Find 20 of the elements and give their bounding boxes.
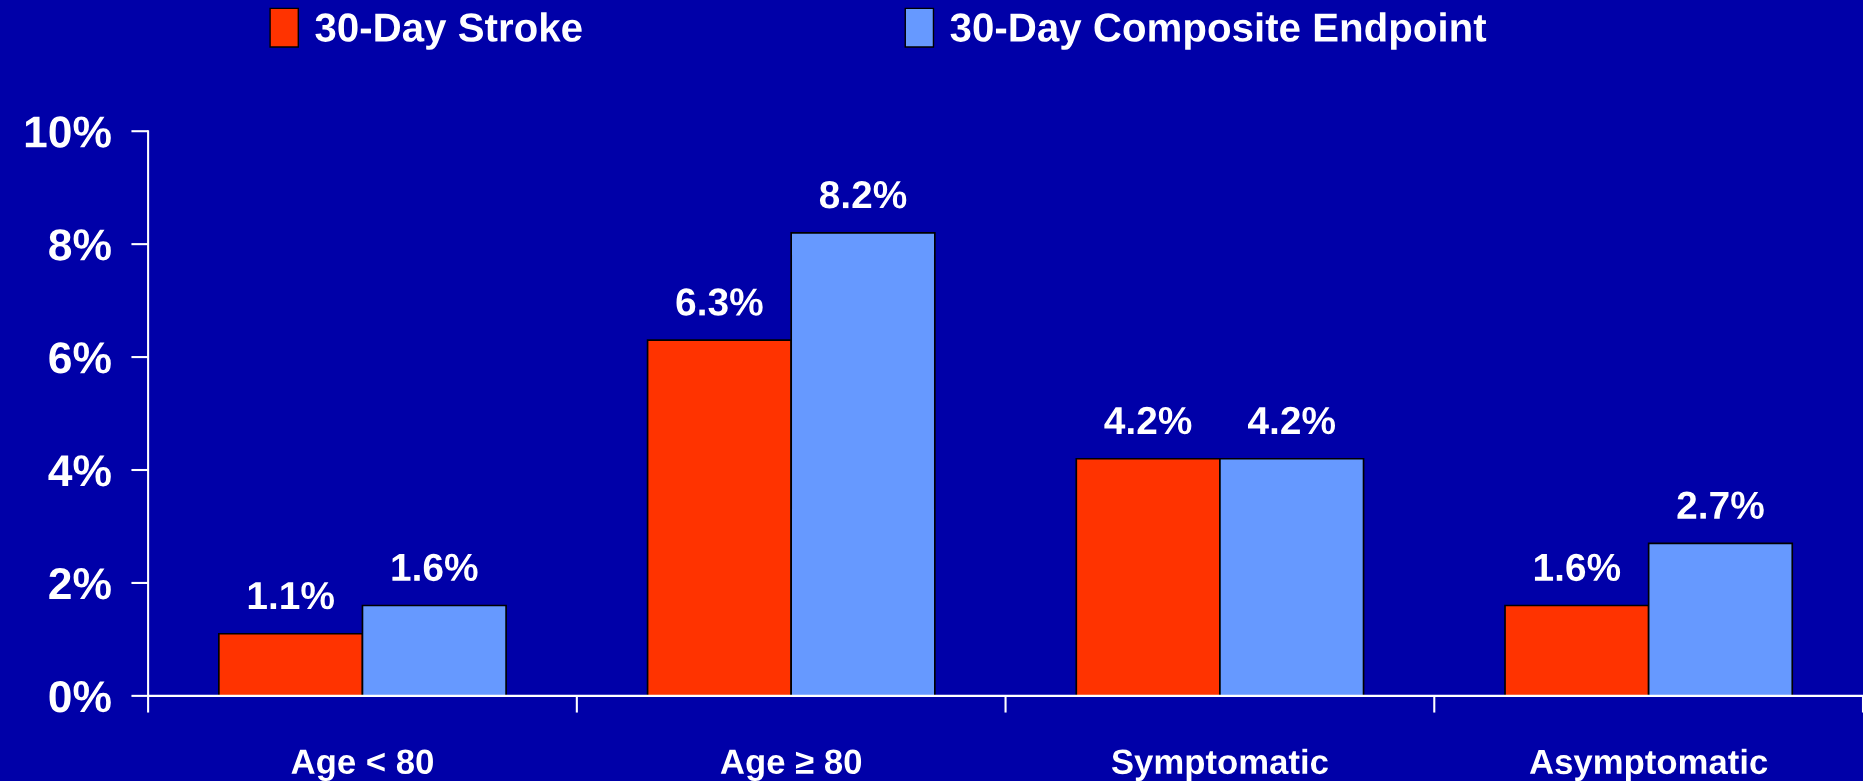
y-tick-label: 0% <box>49 680 111 713</box>
text: 4.2% <box>1104 406 1192 435</box>
y-tick-label: 2% <box>49 568 111 600</box>
text: 6.3% <box>676 288 763 316</box>
y-tick-label: 10% <box>25 116 111 148</box>
legend-label: 30-Day Stroke <box>315 12 582 50</box>
x-tick-label: Symptomatic <box>1111 748 1328 781</box>
text: 8.2% <box>819 180 907 209</box>
text: 2.7% <box>1677 491 1764 519</box>
text: 1.1% <box>248 581 334 610</box>
y-tick-label: 8% <box>49 229 111 261</box>
x-tick-label: Asymptomatic <box>1529 748 1768 781</box>
y-tick-label: 6% <box>49 342 111 374</box>
text: 1.6% <box>1534 553 1621 582</box>
legend-label: 30-Day Composite Endpoint <box>950 12 1487 50</box>
text: 1.6% <box>392 553 478 582</box>
x-tick-label: Age < 80 <box>291 749 433 781</box>
x-tick-label: Age ≥ 80 <box>720 749 862 781</box>
text: 4.2% <box>1248 406 1336 435</box>
y-tick-label: 4% <box>48 455 111 487</box>
